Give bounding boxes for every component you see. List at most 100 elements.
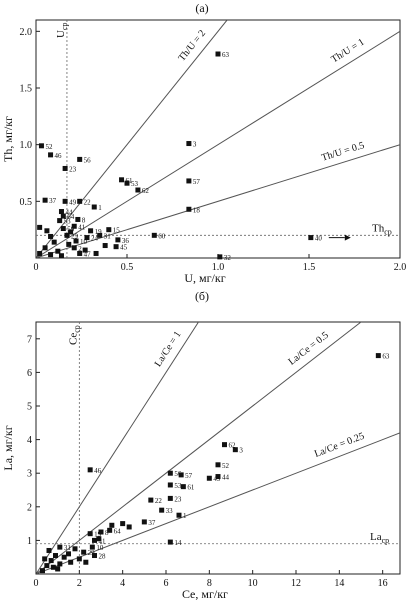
- x-tick-label: 10: [248, 578, 258, 589]
- data-point: [57, 561, 63, 567]
- panel-label: (б): [195, 289, 209, 303]
- data-point: [77, 250, 83, 256]
- data-point: [42, 245, 48, 251]
- data-point: [186, 141, 192, 147]
- data-point: [186, 178, 192, 184]
- x-tick-label: 8: [207, 578, 212, 589]
- average-y-label-sub: cp: [382, 536, 390, 545]
- data-point-label: 62: [142, 187, 150, 195]
- data-point: [206, 475, 212, 481]
- average-x-label-sub: cp: [60, 22, 69, 30]
- data-point: [106, 227, 112, 233]
- data-point-label: 45: [120, 244, 128, 252]
- data-point: [82, 247, 88, 253]
- data-point: [87, 531, 93, 537]
- data-point: [71, 223, 77, 229]
- average-y-label-base: La: [370, 531, 382, 543]
- ratio-line-label: Th/U = 0.5: [320, 140, 366, 164]
- data-point-label: 62: [229, 442, 237, 450]
- data-point: [76, 556, 82, 562]
- data-point: [215, 474, 221, 480]
- data-point: [151, 232, 157, 238]
- data-point: [96, 536, 102, 542]
- data-point-label: 36: [122, 237, 129, 245]
- data-point: [141, 519, 147, 525]
- data-point: [93, 250, 99, 256]
- data-point: [57, 218, 63, 224]
- y-axis-label: La, мг/кг: [1, 425, 15, 470]
- average-x-label: Ucp: [55, 22, 69, 38]
- data-point-label: 22: [84, 198, 92, 206]
- y-axis-label: Th, мг/кг: [1, 116, 15, 162]
- data-point-label: 10: [80, 238, 88, 246]
- data-point-label: 40: [315, 235, 323, 243]
- data-point: [97, 232, 103, 238]
- data-point-label: 46: [55, 152, 63, 160]
- x-tick-label: 0: [34, 578, 39, 589]
- y-tick-label: 2: [27, 502, 32, 513]
- ratio-line: [36, 322, 362, 574]
- y-tick-label: 6: [27, 368, 32, 379]
- data-point: [77, 198, 83, 204]
- data-point-label: 52: [45, 143, 53, 151]
- x-axis-label: Ce, мг/кг: [182, 587, 228, 601]
- data-point: [102, 243, 108, 249]
- data-point: [113, 244, 119, 250]
- data-point: [83, 559, 89, 565]
- x-tick-label: 6: [164, 578, 169, 589]
- data-point: [120, 521, 126, 527]
- data-point: [37, 224, 43, 230]
- average-y-label-base: Th: [372, 222, 385, 234]
- data-points: 5246562337492214464853415919292410153136…: [37, 51, 351, 262]
- data-point: [60, 213, 66, 219]
- data-point: [61, 554, 67, 560]
- data-point-label: 18: [193, 206, 201, 214]
- data-point-label: 44: [222, 474, 230, 482]
- data-point: [308, 235, 314, 241]
- data-point: [77, 156, 83, 162]
- x-tick-label: 2.0: [394, 262, 406, 273]
- ratio-lines: [36, 20, 400, 258]
- data-point: [98, 529, 104, 535]
- data-point: [46, 547, 52, 553]
- data-point: [48, 558, 54, 564]
- data-point: [42, 197, 48, 203]
- data-point-label: 63: [382, 353, 390, 361]
- x-tick-label: 1.0: [212, 262, 225, 273]
- data-point: [66, 241, 72, 247]
- x-tick-label: 14: [334, 578, 344, 589]
- ratio-line: [36, 322, 199, 574]
- data-point: [115, 237, 121, 243]
- data-point: [135, 187, 141, 193]
- data-point-label: 49: [69, 198, 77, 206]
- data-point: [91, 204, 97, 210]
- data-point-label: 28: [99, 553, 107, 561]
- y-tick-label: 7: [27, 334, 32, 345]
- data-point-label: 19: [95, 228, 103, 236]
- data-point: [109, 522, 115, 528]
- data-point: [75, 216, 81, 222]
- data-point: [178, 472, 184, 478]
- data-point: [53, 553, 58, 559]
- average-y-label: Lacp: [370, 531, 389, 545]
- x-tick-label: 1.5: [303, 262, 316, 273]
- data-point-label: 56: [84, 156, 92, 164]
- average-x-label-sub: cp: [72, 325, 81, 333]
- panel-b-chart: (б)La/Ce = 1 La/Ce = 0.5La/Ce = 0.25CecpL…: [1, 289, 401, 601]
- data-point-label: 8: [105, 529, 109, 537]
- data-point: [71, 245, 77, 251]
- data-point: [58, 209, 64, 215]
- data-point-label: 57: [193, 178, 201, 186]
- data-point: [215, 51, 221, 57]
- data-point: [107, 527, 113, 533]
- data-point-label: 22: [155, 497, 163, 505]
- data-point-label: 41: [99, 537, 107, 545]
- data-point-label: 31: [64, 544, 71, 552]
- data-point: [167, 482, 173, 488]
- data-point: [48, 252, 54, 258]
- data-point: [215, 462, 221, 468]
- y-tick-label: 1.5: [20, 84, 33, 95]
- data-point-label: 37: [148, 519, 156, 527]
- data-point: [42, 556, 48, 562]
